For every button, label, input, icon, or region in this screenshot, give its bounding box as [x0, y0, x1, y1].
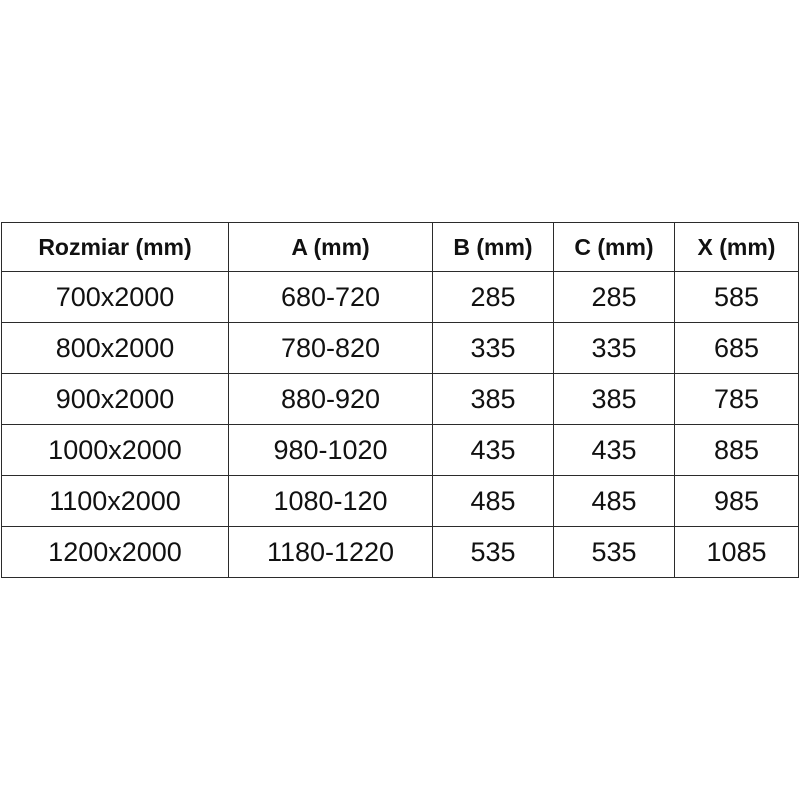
- cell-c: 435: [553, 424, 675, 476]
- cell-b: 535: [432, 526, 554, 578]
- cell-c: 485: [553, 475, 675, 527]
- cell-a: 780-820: [228, 322, 433, 374]
- cell-a: 880-920: [228, 373, 433, 425]
- cell-rozmiar: 800x2000: [1, 322, 229, 374]
- cell-a: 1180-1220: [228, 526, 433, 578]
- cell-a: 680-720: [228, 271, 433, 323]
- cell-a: 980-1020: [228, 424, 433, 476]
- cell-b: 485: [432, 475, 554, 527]
- header-b: B (mm): [432, 222, 554, 272]
- cell-x: 785: [674, 373, 799, 425]
- size-spec-table: Rozmiar (mm) A (mm) B (mm) C (mm) X (mm)…: [1, 222, 799, 578]
- cell-rozmiar: 900x2000: [1, 373, 229, 425]
- table-row: 1100x2000 1080-120 485 485 985: [1, 475, 799, 527]
- cell-b: 435: [432, 424, 554, 476]
- cell-x: 885: [674, 424, 799, 476]
- table-header-row: Rozmiar (mm) A (mm) B (mm) C (mm) X (mm): [1, 222, 799, 272]
- cell-x: 985: [674, 475, 799, 527]
- cell-a: 1080-120: [228, 475, 433, 527]
- header-rozmiar: Rozmiar (mm): [1, 222, 229, 272]
- header-x: X (mm): [674, 222, 799, 272]
- cell-c: 335: [553, 322, 675, 374]
- cell-c: 535: [553, 526, 675, 578]
- cell-b: 285: [432, 271, 554, 323]
- table-row: 700x2000 680-720 285 285 585: [1, 271, 799, 323]
- header-a: A (mm): [228, 222, 433, 272]
- cell-rozmiar: 700x2000: [1, 271, 229, 323]
- table-row: 1200x2000 1180-1220 535 535 1085: [1, 526, 799, 578]
- cell-rozmiar: 1200x2000: [1, 526, 229, 578]
- cell-c: 385: [553, 373, 675, 425]
- cell-rozmiar: 1000x2000: [1, 424, 229, 476]
- cell-b: 385: [432, 373, 554, 425]
- cell-b: 335: [432, 322, 554, 374]
- header-c: C (mm): [553, 222, 675, 272]
- table-row: 800x2000 780-820 335 335 685: [1, 322, 799, 374]
- cell-x: 685: [674, 322, 799, 374]
- cell-c: 285: [553, 271, 675, 323]
- cell-rozmiar: 1100x2000: [1, 475, 229, 527]
- table-row: 900x2000 880-920 385 385 785: [1, 373, 799, 425]
- table-row: 1000x2000 980-1020 435 435 885: [1, 424, 799, 476]
- cell-x: 585: [674, 271, 799, 323]
- cell-x: 1085: [674, 526, 799, 578]
